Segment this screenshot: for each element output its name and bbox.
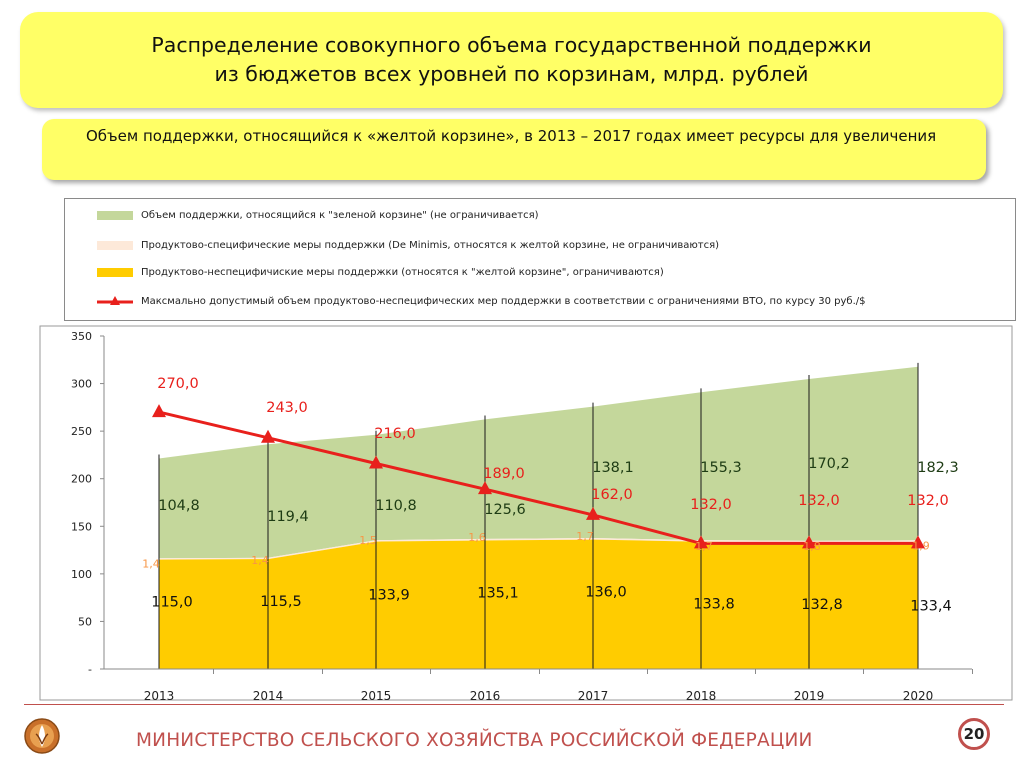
legend-label-green-box: Объем поддержки, относящийся к "зеленой … (141, 209, 539, 221)
legend-swatch-green-box (97, 211, 133, 220)
y-tick-label: 300 (71, 378, 92, 391)
label-green-box-2013: 104,8 (158, 498, 200, 514)
label-de-minimis-2017: 1,7 (576, 530, 594, 543)
label-yellow-box-2013: 115,0 (151, 594, 193, 610)
legend-label-yellow-box: Продуктово-неспецифичиские меры поддержк… (141, 266, 664, 278)
label-green-box-2020: 182,3 (917, 460, 959, 476)
y-tick-label: - (88, 663, 92, 676)
label-yellow-box-2019: 132,8 (801, 597, 843, 613)
label-wto-limit-2015: 216,0 (374, 426, 416, 442)
label-yellow-box-2015: 133,9 (368, 587, 410, 603)
wto-limit-point-2013 (152, 404, 166, 418)
x-tick-label-2015: 2015 (361, 689, 392, 703)
wto-limit-point-2019 (802, 535, 816, 549)
wto-limit-line (158, 410, 918, 545)
footer-divider (24, 704, 1004, 705)
label-yellow-box-2016: 135,1 (477, 586, 519, 602)
x-tick-label-2013: 2013 (144, 689, 175, 703)
footer-organization: МИНИСТЕРСТВО СЕЛЬСКОГО ХОЗЯЙСТВА РОССИЙС… (136, 730, 813, 751)
label-de-minimis-2019: 1,8 (803, 540, 821, 553)
label-wto-limit-2019: 132,0 (798, 493, 840, 509)
legend-label-wto-limit: Максмально допустимый объем продуктово-н… (141, 295, 866, 307)
label-de-minimis-2016: 1,6 (468, 531, 486, 544)
x-tick-label-2020: 2020 (903, 689, 934, 703)
label-de-minimis-2014: 1,4 (251, 554, 269, 567)
label-green-box-2015: 110,8 (375, 498, 417, 514)
label-de-minimis-2013: 1,4 (142, 557, 160, 570)
legend-swatch-de-minimis (97, 241, 133, 250)
label-wto-limit-2014: 243,0 (266, 400, 308, 416)
x-tick-label-2017: 2017 (578, 689, 609, 703)
legend-label-de-minimis: Продуктово-специфические меры поддержки … (141, 239, 719, 251)
label-wto-limit-2013: 270,0 (157, 376, 199, 392)
label-wto-limit-2020: 132,0 (907, 493, 949, 509)
y-tick-label: 50 (78, 615, 92, 628)
legend-swatch-yellow-box (97, 268, 133, 277)
ministry-emblem-icon (24, 718, 60, 754)
area-green-box (159, 366, 918, 559)
x-tick-label-2016: 2016 (470, 689, 501, 703)
label-wto-limit-2016: 189,0 (483, 466, 525, 482)
y-tick-label: 100 (71, 568, 92, 581)
label-green-box-2017: 138,1 (592, 460, 634, 476)
label-de-minimis-2018: 1,7 (695, 540, 713, 553)
label-yellow-box-2020: 133,4 (910, 599, 952, 615)
x-tick-label-2018: 2018 (686, 689, 717, 703)
wto-limit-point-2020 (911, 535, 925, 549)
y-tick-label: 250 (71, 425, 92, 438)
title-banner: Распределение совокупного объема государ… (20, 12, 1003, 108)
note-text: Объем поддержки, относящийся к «желтой к… (86, 127, 937, 145)
page-title-line-1: Распределение совокупного объема государ… (151, 33, 872, 57)
label-yellow-box-2018: 133,8 (693, 596, 735, 612)
chart-legend: Объем поддержки, относящийся к "зеленой … (64, 198, 1016, 321)
label-green-box-2019: 170,2 (808, 456, 850, 472)
y-tick-label: 200 (71, 473, 92, 486)
label-yellow-box-2014: 115,5 (260, 594, 302, 610)
page-number-badge: 20 (958, 718, 990, 750)
wto-limit-point-2018 (694, 535, 708, 549)
y-tick-label: 350 (71, 330, 92, 343)
label-yellow-box-2017: 136,0 (585, 584, 627, 600)
page-title-line-2: из бюджетов всех уровней по корзинам, мл… (214, 62, 809, 86)
label-green-box-2014: 119,4 (267, 509, 309, 525)
wto-limit-point-2014 (261, 429, 275, 443)
legend-swatch-wto-limit (97, 296, 133, 305)
x-tick-label-2014: 2014 (253, 689, 284, 703)
wto-limit-point-2017 (586, 506, 600, 520)
label-wto-limit-2018: 132,0 (690, 497, 732, 513)
area-yellow-box (159, 539, 918, 669)
x-tick-label-2019: 2019 (794, 689, 825, 703)
wto-limit-point-2015 (369, 455, 383, 469)
label-de-minimis-2020: 1,9 (912, 539, 930, 552)
wto-limit-point-2016 (478, 481, 492, 495)
label-de-minimis-2015: 1,5 (359, 534, 377, 547)
y-tick-label: 150 (71, 520, 92, 533)
label-green-box-2016: 125,6 (484, 502, 526, 518)
label-wto-limit-2017: 162,0 (591, 487, 633, 503)
note-banner: Объем поддержки, относящийся к «желтой к… (42, 119, 986, 180)
label-green-box-2018: 155,3 (700, 460, 742, 476)
